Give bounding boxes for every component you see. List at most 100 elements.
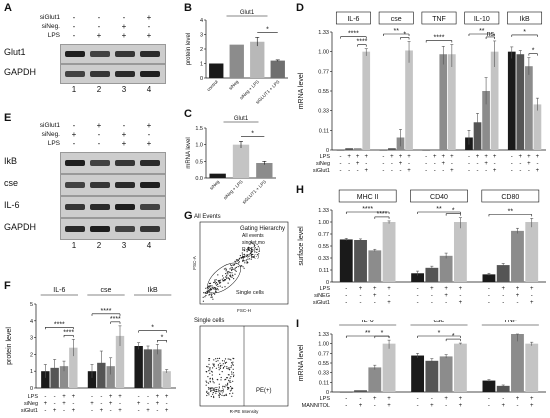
blot-row-label: Glut1 bbox=[4, 47, 26, 57]
gating-hierarchy-item: All events bbox=[242, 233, 264, 239]
category-label: siGLUT1 + LPS bbox=[241, 179, 267, 205]
condition-mark: - bbox=[468, 154, 470, 160]
bar bbox=[411, 273, 425, 282]
scatter-point bbox=[215, 367, 217, 369]
scatter-point bbox=[223, 385, 225, 387]
bar bbox=[525, 343, 539, 392]
scatter-point bbox=[218, 390, 220, 392]
scatter-point bbox=[210, 287, 212, 290]
scatter-point bbox=[208, 287, 210, 289]
scatter-point bbox=[215, 284, 218, 286]
condition-mark: - bbox=[63, 408, 65, 414]
scatter-point bbox=[214, 287, 217, 289]
condition-mark: - bbox=[91, 394, 93, 400]
condition-mark: - bbox=[382, 161, 384, 167]
significance-label: * bbox=[266, 26, 269, 33]
condition-mark: + bbox=[399, 154, 403, 160]
blot-condition-label: LPS bbox=[47, 32, 60, 39]
significance-label: * bbox=[251, 130, 254, 137]
scatter-point bbox=[228, 387, 230, 389]
condition-mark: + bbox=[137, 401, 141, 407]
condition-mark: - bbox=[516, 403, 518, 409]
western-blot-a: siGlut1- - - + siNeg. - - + - LPS - + + + Glut1 GAPDH 1 2… bbox=[4, 8, 174, 108]
scatter-point bbox=[212, 379, 214, 381]
blot-lane-number: 3 bbox=[121, 241, 127, 250]
blot-band bbox=[115, 160, 135, 166]
scatter-point bbox=[211, 287, 213, 289]
condition-mark: + bbox=[109, 394, 113, 400]
blot-band bbox=[90, 71, 110, 77]
scatter-point bbox=[227, 270, 229, 273]
blot-lane-number: 1 bbox=[71, 85, 77, 94]
condition-mark: + bbox=[519, 154, 523, 160]
condition-mark: - bbox=[54, 401, 56, 407]
scatter-point bbox=[220, 391, 222, 393]
scatter-point bbox=[229, 358, 231, 360]
scatter-point bbox=[214, 293, 216, 295]
scatter-point bbox=[231, 265, 233, 267]
scatter-point bbox=[245, 255, 247, 257]
bar bbox=[339, 239, 353, 282]
y-tick-label: 1 bbox=[30, 369, 33, 375]
scatter-point bbox=[221, 371, 223, 373]
scatter-point bbox=[217, 283, 219, 285]
scatter-point bbox=[222, 275, 224, 277]
scatter-point bbox=[238, 261, 240, 263]
scatter-point bbox=[210, 370, 213, 372]
scatter-point bbox=[218, 396, 220, 398]
group-label: cse bbox=[391, 16, 402, 23]
chart-i-mrna: 0 0.11 0.33 0.55 0.77 1.00 1.33 mRNA level IL-6 -… bbox=[298, 320, 546, 409]
blot-band bbox=[115, 182, 135, 188]
group-label: CD40 bbox=[430, 194, 448, 201]
condition-mark: + bbox=[364, 168, 368, 174]
y-tick-label: 3 bbox=[200, 33, 203, 39]
scatter-point bbox=[225, 394, 228, 396]
scatter-point bbox=[230, 276, 232, 278]
scatter-point bbox=[219, 364, 222, 367]
scatter-point bbox=[210, 395, 212, 398]
scatter-point bbox=[213, 359, 215, 361]
condition-mark: + bbox=[430, 403, 434, 409]
y-tick-label: 0.77 bbox=[318, 351, 329, 357]
scatter-point bbox=[218, 281, 220, 283]
condition-mark: + bbox=[390, 154, 394, 160]
condition-mark: + bbox=[536, 168, 540, 174]
condition-mark: - bbox=[425, 154, 427, 160]
scatter-point bbox=[233, 358, 235, 360]
significance-label: * bbox=[403, 32, 406, 39]
condition-mark: + bbox=[165, 408, 169, 414]
condition-row-label: siGlut1 bbox=[313, 168, 330, 174]
condition-mark: + bbox=[72, 394, 76, 400]
scatter-point bbox=[241, 252, 243, 254]
scatter-point bbox=[248, 249, 250, 251]
scatter-point bbox=[246, 251, 248, 253]
y-axis-label-1: FSC-A bbox=[192, 256, 197, 270]
scatter-point bbox=[213, 382, 215, 384]
significance-label: * bbox=[438, 330, 441, 337]
scatter-point bbox=[208, 359, 210, 362]
condition-mark: + bbox=[516, 286, 520, 292]
bar bbox=[482, 274, 496, 282]
scatter-point bbox=[209, 293, 211, 295]
scatter-point bbox=[208, 363, 210, 365]
bar bbox=[405, 50, 413, 150]
scatter-point bbox=[212, 387, 214, 389]
blot-condition-label: siNeg. bbox=[41, 131, 60, 138]
y-tick-label: 2 bbox=[200, 47, 203, 53]
bar bbox=[439, 255, 453, 282]
scatter-point bbox=[211, 374, 213, 376]
condition-mark: - bbox=[417, 396, 419, 402]
x-axis-label-1: FSC-H bbox=[237, 308, 251, 313]
scatter-point bbox=[210, 296, 212, 298]
scatter-point bbox=[213, 288, 215, 290]
scatter-point bbox=[252, 242, 254, 245]
condition-mark: - bbox=[511, 161, 513, 167]
blot-band bbox=[140, 226, 160, 232]
blot-band bbox=[115, 71, 135, 77]
y-tick-label: 3 bbox=[30, 336, 33, 342]
blot-condition-mark: - bbox=[72, 22, 76, 31]
condition-row-label: LPS bbox=[320, 154, 331, 160]
blot-condition-mark: - bbox=[97, 139, 101, 148]
condition-mark: + bbox=[530, 403, 534, 409]
scatter-point bbox=[213, 395, 215, 397]
